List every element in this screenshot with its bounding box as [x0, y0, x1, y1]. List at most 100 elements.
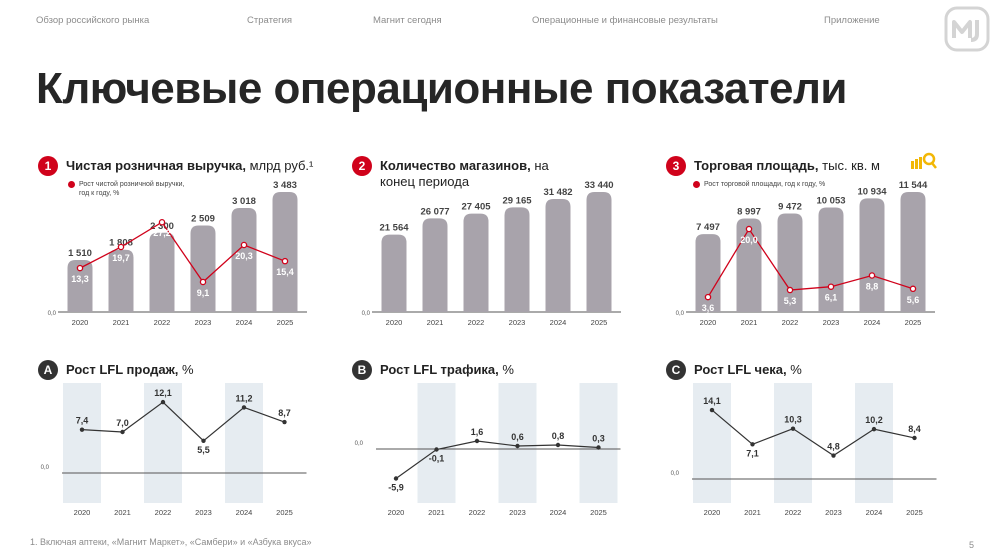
- lfl-point: [831, 453, 836, 458]
- lfl-value-label: 12,1: [154, 388, 172, 398]
- zero-label: 0,0: [362, 311, 371, 317]
- zero-label: 0,0: [676, 311, 685, 317]
- bar: [695, 234, 721, 312]
- zero-label: 0,0: [48, 311, 57, 317]
- legend-revenue-growth: Рост чистой розничной выручки, год к год…: [68, 180, 184, 198]
- nav-item-results[interactable]: Операционные и финансовые результаты: [532, 15, 718, 26]
- badge-3: 3: [666, 156, 686, 176]
- x-tick-label: 2024: [550, 318, 567, 327]
- growth-label: 5,3: [784, 296, 797, 306]
- lfl-point: [515, 443, 520, 449]
- year-band: [774, 383, 812, 503]
- footnote: 1. Включая аптеки, «Магнит Маркет», «Сам…: [30, 537, 312, 547]
- bar: [463, 213, 489, 312]
- growth-point: [704, 293, 712, 301]
- nav-item-strategy[interactable]: Стратегия: [247, 15, 293, 26]
- year-band: [63, 383, 101, 503]
- bar: [422, 218, 448, 312]
- bar: [777, 213, 803, 312]
- nav-item-appendix[interactable]: Приложение: [824, 15, 880, 26]
- x-tick-label: 2025: [905, 318, 922, 327]
- year-band: [225, 383, 263, 503]
- x-tick-label: 2025: [276, 508, 293, 517]
- panel-title-lfl-ticket: Рост LFL чека, %: [694, 362, 802, 377]
- bar-value-label: 31 482: [543, 187, 572, 198]
- lfl-point: [282, 419, 287, 425]
- bar-value-label: 2 300: [150, 221, 174, 232]
- bar-value-label: 10 053: [816, 195, 845, 206]
- bar-value-label: 33 440: [584, 180, 613, 191]
- x-tick-label: 2024: [236, 508, 253, 517]
- bar-value-label: 7 497: [696, 222, 720, 233]
- lfl-line: [711, 409, 915, 457]
- x-tick-label: 2023: [509, 318, 526, 327]
- lfl-value-label: 10,2: [865, 415, 883, 425]
- badge-c: C: [666, 360, 686, 380]
- growth-point: [117, 243, 125, 251]
- x-tick-label: 2021: [113, 318, 130, 327]
- x-tick-label: 2022: [785, 508, 802, 517]
- nav-item-market[interactable]: Обзор российского рынка: [36, 15, 150, 26]
- bar: [381, 234, 407, 312]
- lfl-point: [79, 427, 85, 432]
- lfl-value-label: 7,4: [76, 416, 89, 426]
- scale-icon: [911, 152, 937, 169]
- panel-stores: 2 Количество магазинов, на конец периода: [352, 156, 652, 196]
- x-tick-label: 2020: [72, 318, 89, 327]
- lfl-point: [160, 399, 166, 405]
- x-tick-label: 2024: [864, 318, 881, 327]
- growth-label: 9,1: [197, 288, 210, 298]
- growth-label: 8,8: [866, 281, 879, 291]
- bar-value-label: 2 509: [191, 214, 215, 225]
- lfl-point: [120, 429, 125, 435]
- panel-revenue: 1 Чистая розничная выручка, млрд руб.¹ Р…: [38, 156, 338, 326]
- bar-value-label: 9 472: [778, 202, 802, 213]
- growth-point: [745, 225, 753, 233]
- nav-item-magnit-today[interactable]: Магнит сегодня: [373, 15, 442, 26]
- legend-marker: [68, 181, 75, 188]
- panel-title-stores: Количество магазинов, на конец периода: [380, 158, 549, 189]
- lfl-line: [81, 401, 285, 442]
- legend-area-growth: Рост торговой площади, год к году, %: [693, 180, 825, 189]
- growth-label: 19,7: [112, 253, 130, 263]
- x-tick-label: 2020: [388, 508, 405, 517]
- lfl-line: [395, 440, 599, 479]
- x-tick-label: 2023: [195, 318, 212, 327]
- lfl-value-label: 0,3: [592, 434, 605, 444]
- x-tick-label: 2025: [591, 318, 608, 327]
- x-tick-label: 2021: [427, 318, 444, 327]
- growth-point: [868, 272, 876, 279]
- bar-value-label: 26 077: [420, 206, 449, 217]
- panel-title-lfl-sales: Рост LFL продаж, %: [66, 362, 194, 377]
- year-band: [417, 383, 456, 503]
- lfl-point: [393, 476, 399, 481]
- lfl-value-label: 14,1: [703, 396, 721, 406]
- x-tick-label: 2020: [74, 508, 91, 517]
- lfl-value-label: 10,3: [784, 415, 802, 425]
- lfl-point: [241, 405, 247, 410]
- growth-point: [786, 286, 794, 294]
- growth-label: 27,2: [153, 228, 171, 238]
- growth-point: [827, 283, 835, 290]
- x-tick-label: 2022: [154, 318, 171, 327]
- lfl-value-label: 7,1: [746, 448, 759, 458]
- x-tick-label: 2020: [704, 508, 721, 517]
- growth-label: 20,0: [740, 235, 758, 245]
- panel-lfl-ticket: C Рост LFL чека, %: [666, 360, 966, 384]
- x-tick-label: 2022: [155, 508, 172, 517]
- lfl-point: [474, 438, 480, 444]
- x-tick-label: 2024: [236, 318, 253, 327]
- x-tick-label: 2023: [195, 508, 212, 517]
- lfl-value-label: 4,8: [827, 442, 840, 452]
- bar-value-label: 11 544: [899, 180, 928, 191]
- year-band: [693, 383, 731, 503]
- bar: [736, 218, 762, 312]
- x-tick-label: 2024: [866, 508, 883, 517]
- lfl-value-label: 8,4: [908, 424, 921, 434]
- badge-b: B: [352, 360, 372, 380]
- x-tick-label: 2021: [428, 508, 445, 517]
- year-band: [498, 383, 537, 503]
- bar-value-label: 1 808: [109, 238, 133, 249]
- growth-point: [909, 285, 917, 293]
